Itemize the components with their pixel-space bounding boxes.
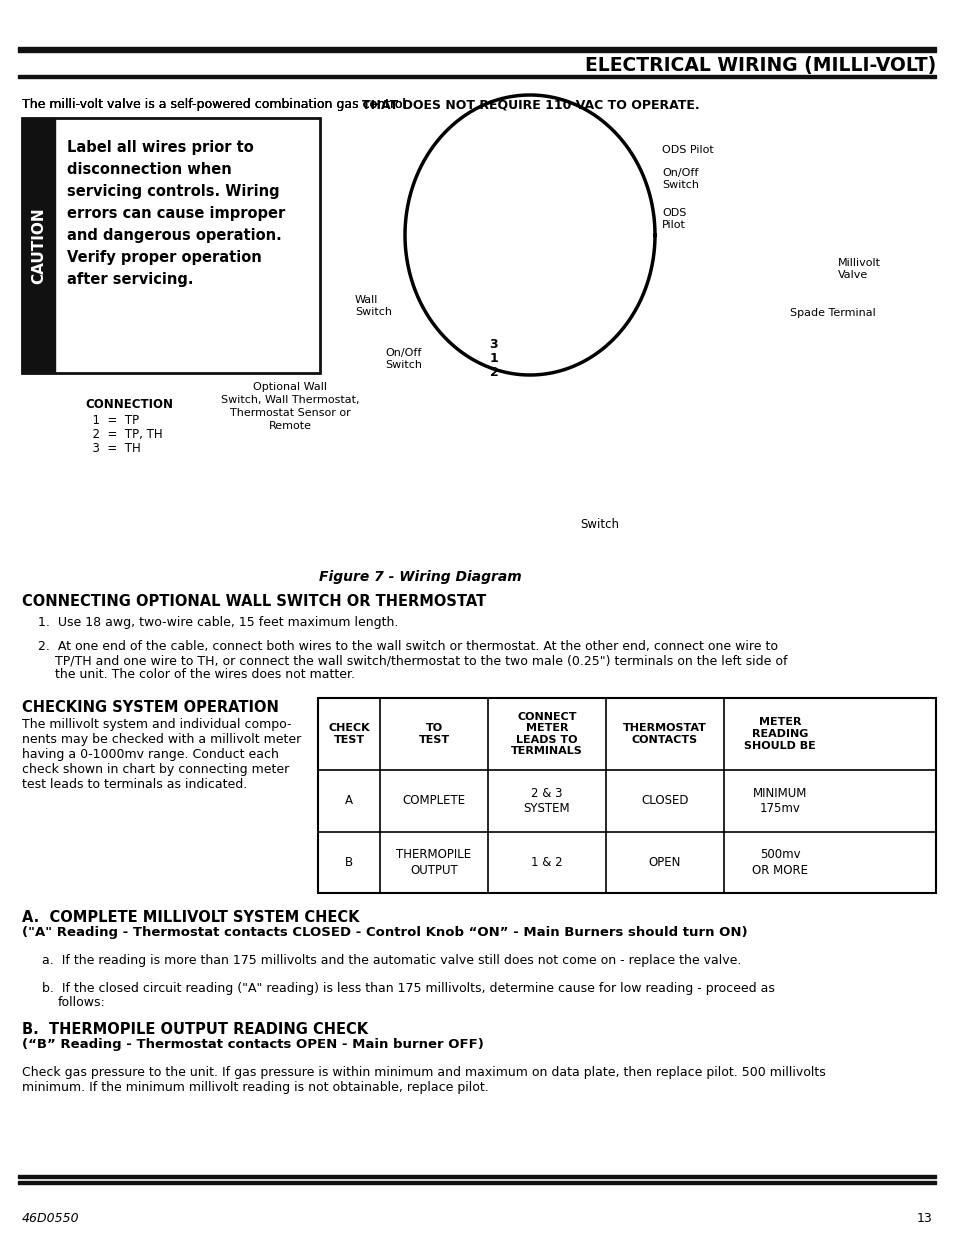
Text: 3  =  TH: 3 = TH	[85, 442, 141, 454]
Text: ELECTRICAL WIRING (MILLI-VOLT): ELECTRICAL WIRING (MILLI-VOLT)	[584, 56, 935, 74]
Text: and dangerous operation.: and dangerous operation.	[67, 228, 281, 243]
Text: Switch: Switch	[579, 517, 618, 531]
Text: CAUTION: CAUTION	[30, 207, 46, 284]
Text: CONNECTION: CONNECTION	[85, 398, 172, 411]
Text: CHECKING SYSTEM OPERATION: CHECKING SYSTEM OPERATION	[22, 700, 278, 715]
Text: 3: 3	[489, 338, 497, 351]
Text: On/Off: On/Off	[385, 348, 421, 358]
Text: The milli-volt valve is a self-powered combination gas control: The milli-volt valve is a self-powered c…	[22, 98, 410, 111]
Bar	[18, 75, 935, 78]
Text: On/Off: On/Off	[661, 168, 698, 178]
Text: Millivolt: Millivolt	[837, 258, 880, 268]
Text: Switch: Switch	[355, 308, 392, 317]
Text: servicing controls. Wiring: servicing controls. Wiring	[67, 184, 279, 199]
Text: METER
READING
SHOULD BE: METER READING SHOULD BE	[743, 718, 815, 751]
Text: 1  =  TP: 1 = TP	[85, 414, 139, 427]
Bar	[18, 1181, 935, 1184]
Bar	[18, 47, 935, 52]
Text: 2.  At one end of the cable, connect both wires to the wall switch or thermostat: 2. At one end of the cable, connect both…	[38, 640, 778, 653]
Text: Switch: Switch	[661, 180, 699, 190]
Text: TO
TEST: TO TEST	[418, 724, 449, 745]
Text: 1: 1	[489, 352, 497, 366]
Bar	[317, 698, 935, 893]
Text: 1 & 2: 1 & 2	[531, 856, 562, 869]
Text: Spade Terminal: Spade Terminal	[789, 308, 875, 317]
Text: COMPLETE: COMPLETE	[402, 794, 465, 808]
Text: Valve: Valve	[837, 270, 867, 280]
Text: ODS: ODS	[661, 207, 685, 219]
Text: The milli-volt valve is a self-powered combination gas control THAT DOES NOT REQ: The milli-volt valve is a self-powered c…	[22, 98, 715, 111]
Text: THAT DOES NOT REQUIRE 110 VAC TO OPERATE.: THAT DOES NOT REQUIRE 110 VAC TO OPERATE…	[361, 98, 699, 111]
Text: Remote: Remote	[268, 421, 312, 431]
Bar	[22, 119, 319, 373]
Text: test leads to terminals as indicated.: test leads to terminals as indicated.	[22, 778, 247, 790]
Text: MINIMUM
175mv: MINIMUM 175mv	[752, 787, 806, 815]
Text: CHECK
TEST: CHECK TEST	[328, 724, 370, 745]
Text: THERMOPILE
OUTPUT: THERMOPILE OUTPUT	[396, 848, 471, 877]
Text: disconnection when: disconnection when	[67, 162, 232, 177]
Text: 500mv
OR MORE: 500mv OR MORE	[751, 848, 807, 877]
Text: CONNECTING OPTIONAL WALL SWITCH OR THERMOSTAT: CONNECTING OPTIONAL WALL SWITCH OR THERM…	[22, 594, 486, 609]
Text: Optional Wall: Optional Wall	[253, 382, 327, 391]
Text: Label all wires prior to: Label all wires prior to	[67, 140, 253, 156]
Text: Check gas pressure to the unit. If gas pressure is within minimum and maximum on: Check gas pressure to the unit. If gas p…	[22, 1066, 825, 1079]
Text: The millivolt system and individual compo-: The millivolt system and individual comp…	[22, 718, 292, 731]
Text: 2  =  TP, TH: 2 = TP, TH	[85, 429, 162, 441]
Text: having a 0-1000mv range. Conduct each: having a 0-1000mv range. Conduct each	[22, 748, 278, 761]
Text: Thermostat Sensor or: Thermostat Sensor or	[230, 408, 350, 417]
Bar	[22, 119, 55, 373]
Text: Switch: Switch	[385, 359, 421, 370]
Text: A: A	[345, 794, 353, 808]
Text: (“B” Reading - Thermostat contacts OPEN - Main burner OFF): (“B” Reading - Thermostat contacts OPEN …	[22, 1037, 483, 1051]
Text: follows:: follows:	[58, 995, 106, 1009]
Text: OPEN: OPEN	[648, 856, 680, 869]
Text: The milli-volt valve is a self-powered combination gas control: The milli-volt valve is a self-powered c…	[22, 98, 410, 111]
Text: minimum. If the minimum millivolt reading is not obtainable, replace pilot.: minimum. If the minimum millivolt readin…	[22, 1081, 488, 1094]
Text: THERMOSTAT
CONTACTS: THERMOSTAT CONTACTS	[622, 724, 706, 745]
Text: b.  If the closed circuit reading ("A" reading) is less than 175 millivolts, det: b. If the closed circuit reading ("A" re…	[42, 982, 774, 995]
Text: 2 & 3
SYSTEM: 2 & 3 SYSTEM	[523, 787, 570, 815]
Text: A.  COMPLETE MILLIVOLT SYSTEM CHECK: A. COMPLETE MILLIVOLT SYSTEM CHECK	[22, 910, 359, 925]
Text: The milli-volt valve is a self-powered combination gas control: The milli-volt valve is a self-powered c…	[22, 98, 410, 111]
Text: Verify proper operation: Verify proper operation	[67, 249, 261, 266]
Bar	[18, 1174, 935, 1178]
Text: B: B	[345, 856, 353, 869]
Text: 1.  Use 18 awg, two-wire cable, 15 feet maximum length.: 1. Use 18 awg, two-wire cable, 15 feet m…	[38, 616, 398, 629]
Text: Pilot: Pilot	[661, 220, 685, 230]
Text: TP/TH and one wire to TH, or connect the wall switch/thermostat to the two male : TP/TH and one wire to TH, or connect the…	[55, 655, 786, 667]
Text: Figure 7 - Wiring Diagram: Figure 7 - Wiring Diagram	[318, 571, 521, 584]
Text: Switch, Wall Thermostat,: Switch, Wall Thermostat,	[220, 395, 359, 405]
Text: 13: 13	[915, 1212, 931, 1225]
Text: check shown in chart by connecting meter: check shown in chart by connecting meter	[22, 763, 289, 776]
Text: CONNECT
METER
LEADS TO
TERMINALS: CONNECT METER LEADS TO TERMINALS	[511, 711, 582, 756]
Text: errors can cause improper: errors can cause improper	[67, 206, 285, 221]
Text: nents may be checked with a millivolt meter: nents may be checked with a millivolt me…	[22, 734, 301, 746]
Text: Wall: Wall	[355, 295, 378, 305]
Text: ODS Pilot: ODS Pilot	[661, 144, 713, 156]
Text: 2: 2	[489, 366, 497, 379]
Text: CLOSED: CLOSED	[640, 794, 688, 808]
Text: ("A" Reading - Thermostat contacts CLOSED - Control Knob “ON” - Main Burners sho: ("A" Reading - Thermostat contacts CLOSE…	[22, 926, 747, 939]
Text: 46D0550: 46D0550	[22, 1212, 79, 1225]
Text: The milli-volt valve is a self-powered combination gas control THAT DOES NOT REQ: The milli-volt valve is a self-powered c…	[22, 98, 715, 111]
Text: a.  If the reading is more than 175 millivolts and the automatic valve still doe: a. If the reading is more than 175 milli…	[42, 953, 740, 967]
Text: the unit. The color of the wires does not matter.: the unit. The color of the wires does no…	[55, 668, 355, 680]
Text: B.  THERMOPILE OUTPUT READING CHECK: B. THERMOPILE OUTPUT READING CHECK	[22, 1023, 368, 1037]
Text: after servicing.: after servicing.	[67, 272, 193, 287]
